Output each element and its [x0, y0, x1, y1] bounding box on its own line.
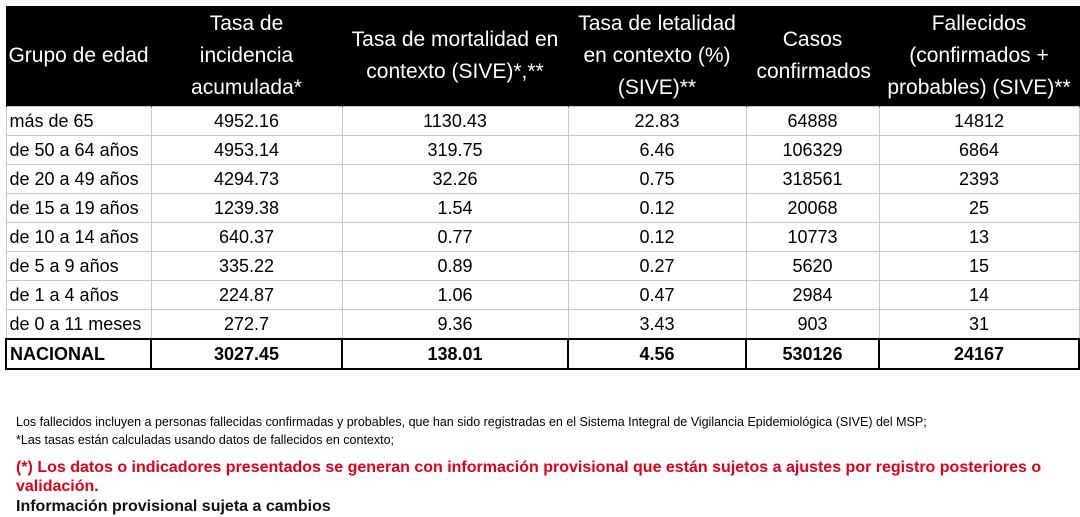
value-cell: 3027.45: [150, 338, 343, 370]
footnote-fallecidos: Los fallecidos incluyen a personas falle…: [16, 415, 927, 429]
age-group-cell: de 50 a 64 años: [5, 135, 152, 165]
value-cell: 2984: [745, 280, 880, 310]
value-cell: 22.83: [567, 106, 747, 136]
header-grupo-de-edad: Grupo de edad: [5, 6, 152, 107]
value-cell: 0.47: [567, 280, 747, 310]
value-cell: 20068: [745, 193, 880, 223]
value-cell: 6.46: [567, 135, 747, 165]
table-row: de 20 a 49 años 4294.73 32.26 0.75 318561 239…: [5, 164, 1080, 194]
value-cell: 5620: [745, 251, 880, 281]
value-cell: 4953.14: [150, 135, 343, 165]
value-cell: 640.37: [150, 222, 343, 252]
value-cell: 0.75: [567, 164, 747, 194]
provisional-warning: (*) Los datos o indicadores presentados …: [16, 459, 1042, 495]
header-tasa-incidencia: Tasa de incidencia acumulada*: [150, 6, 343, 107]
age-group-cell: de 0 a 11 meses: [5, 309, 152, 340]
value-cell: 3.43: [567, 309, 747, 340]
value-cell: 0.89: [341, 251, 569, 281]
value-cell: 1239.38: [150, 193, 343, 223]
header-casos-confirmados: Casos confirmados: [745, 6, 880, 107]
value-cell: 14: [878, 280, 1080, 310]
age-group-cell: de 1 a 4 años: [5, 280, 152, 310]
table-row: de 0 a 11 meses 272.7 9.36 3.43 903 31: [5, 309, 1080, 340]
value-cell: 318561: [745, 164, 880, 194]
value-cell: 224.87: [150, 280, 343, 310]
value-cell: 0.12: [567, 193, 747, 223]
table-row: de 5 a 9 años 335.22 0.89 0.27 5620 15: [5, 251, 1080, 281]
table-row: más de 65 4952.16 1130.43 22.83 64888 14812: [5, 106, 1080, 136]
value-cell: 0.27: [567, 251, 747, 281]
value-cell: 1.06: [341, 280, 569, 310]
value-cell: 15: [878, 251, 1080, 281]
header-fallecidos: Fallecidos (confirmados + probables) (SI…: [878, 6, 1080, 107]
value-cell: 272.7: [150, 309, 343, 340]
value-cell: 25: [878, 193, 1080, 223]
value-cell: 2393: [878, 164, 1080, 194]
header-row: Grupo de edad Tasa de incidencia acumula…: [5, 6, 1080, 107]
value-cell: 903: [745, 309, 880, 340]
value-cell: 64888: [745, 106, 880, 136]
value-cell: 24167: [878, 338, 1080, 370]
footnotes: Los fallecidos incluyen a personas falle…: [16, 413, 1076, 449]
value-cell: 0.77: [341, 222, 569, 252]
table-row: de 15 a 19 años 1239.38 1.54 0.12 20068 25: [5, 193, 1080, 223]
value-cell: 0.12: [567, 222, 747, 252]
data-table: Grupo de edad Tasa de incidencia acumula…: [5, 6, 1080, 370]
value-cell: 10773: [745, 222, 880, 252]
table-body: más de 65 4952.16 1130.43 22.83 64888 14812 de…: [5, 106, 1080, 370]
header-tasa-mortalidad: Tasa de mortalidad en contexto (SIVE)*,*…: [341, 6, 569, 107]
footnote-tasas: *Las tasas están calculadas usando datos…: [16, 433, 395, 447]
table-row: de 10 a 14 años 640.37 0.77 0.12 10773 13: [5, 222, 1080, 252]
age-group-cell: de 5 a 9 años: [5, 251, 152, 281]
age-group-cell: de 10 a 14 años: [5, 222, 152, 252]
value-cell: 14812: [878, 106, 1080, 136]
header-tasa-letalidad: Tasa de letalidad en contexto (%) (SIVE)…: [567, 6, 747, 107]
age-group-cell: más de 65: [5, 106, 152, 136]
value-cell: 530126: [745, 338, 880, 370]
value-cell: 13: [878, 222, 1080, 252]
value-cell: 4294.73: [150, 164, 343, 194]
value-cell: 335.22: [150, 251, 343, 281]
total-row: NACIONAL 3027.45 138.01 4.56 530126 24167: [5, 338, 1080, 370]
value-cell: 31: [878, 309, 1080, 340]
age-group-cell: de 20 a 49 años: [5, 164, 152, 194]
value-cell: 319.75: [341, 135, 569, 165]
value-cell: 1130.43: [341, 106, 569, 136]
age-group-cell: de 15 a 19 años: [5, 193, 152, 223]
value-cell: 4952.16: [150, 106, 343, 136]
value-cell: 138.01: [341, 338, 569, 370]
value-cell: 1.54: [341, 193, 569, 223]
table-row: de 50 a 64 años 4953.14 319.75 6.46 106329 68…: [5, 135, 1080, 165]
age-group-cell: NACIONAL: [5, 338, 152, 370]
value-cell: 6864: [878, 135, 1080, 165]
value-cell: 4.56: [567, 338, 747, 370]
value-cell: 9.36: [341, 309, 569, 340]
table-row: de 1 a 4 años 224.87 1.06 0.47 2984 14: [5, 280, 1080, 310]
value-cell: 106329: [745, 135, 880, 165]
provisional-note: Información provisional sujeta a cambios: [16, 498, 331, 515]
value-cell: 32.26: [341, 164, 569, 194]
